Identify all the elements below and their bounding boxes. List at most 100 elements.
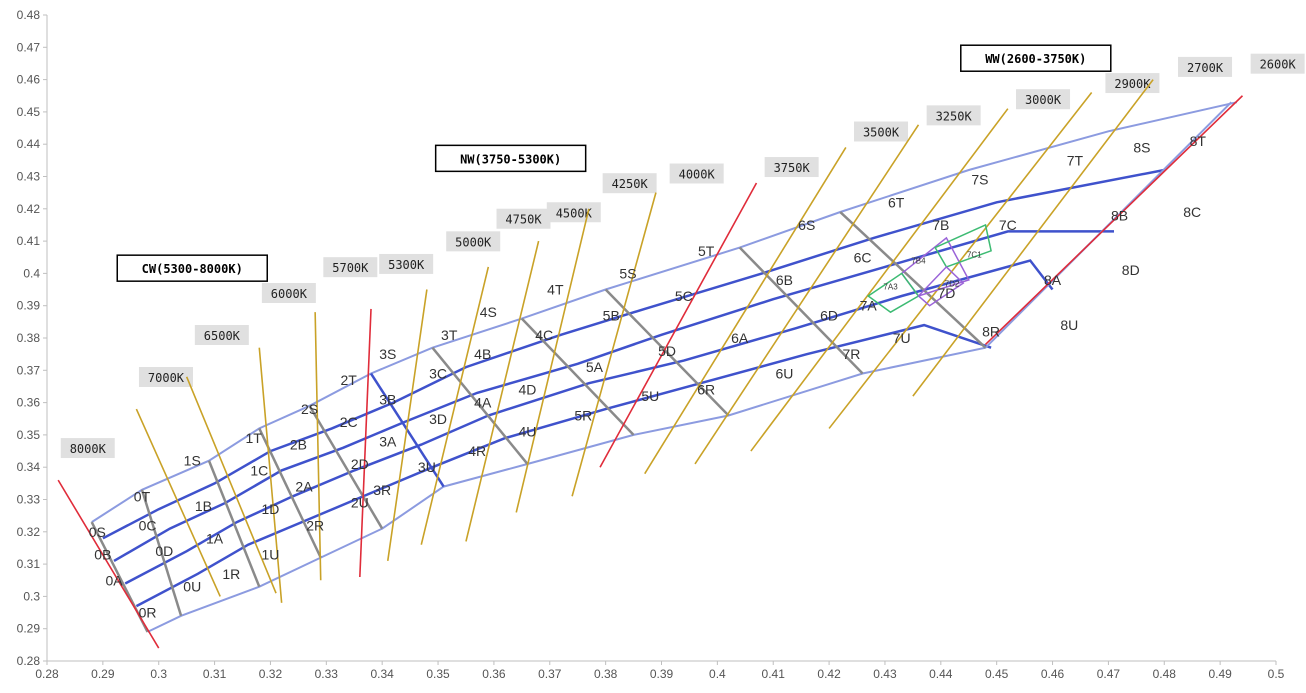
bin-label: 3R	[373, 482, 391, 498]
bin-label: 5R	[574, 408, 592, 424]
x-tick-label: 0.39	[650, 667, 674, 681]
bin-label: 0D	[155, 543, 173, 559]
x-tick-label: 0.46	[1041, 667, 1065, 681]
bin-label: 2B	[290, 437, 307, 453]
bin-label: 1R	[222, 566, 240, 582]
x-tick-label: 0.44	[929, 667, 953, 681]
sub-bin-shape	[917, 265, 965, 307]
bin-label: 7U	[893, 330, 911, 346]
bin-divider	[738, 246, 864, 375]
x-tick-label: 0.37	[538, 667, 562, 681]
bin-label: 4C	[535, 327, 553, 343]
y-tick-label: 0.38	[17, 331, 41, 345]
bin-label: 8R	[982, 324, 1000, 340]
bin-label: 2S	[301, 401, 318, 417]
bin-label: 0B	[94, 546, 111, 562]
bin-label: 6T	[888, 194, 905, 210]
bin-label: 3B	[379, 391, 396, 407]
y-tick-label: 0.47	[17, 40, 41, 54]
bin-label: 6R	[697, 382, 715, 398]
cct-line	[984, 95, 1244, 346]
y-tick-label: 0.43	[17, 170, 41, 184]
cct-label-bg	[379, 253, 434, 274]
cct-label: 2700K	[1187, 61, 1224, 75]
cct-label-bg	[926, 105, 981, 126]
bin-label: 0U	[183, 579, 201, 595]
cct-label: 6000K	[271, 287, 308, 301]
x-tick-label: 0.29	[91, 667, 115, 681]
bin-label: 7D	[937, 285, 955, 301]
y-tick-label: 0.34	[17, 460, 41, 474]
cct-line	[359, 308, 372, 578]
bin-label: 1S	[184, 453, 201, 469]
cct-line	[386, 289, 428, 561]
bin-label: 6A	[731, 330, 749, 346]
cct-label-bg	[194, 325, 249, 345]
bin-label: 7A	[860, 298, 878, 314]
cct-label: 3750K	[774, 161, 811, 175]
x-tick-label: 0.34	[371, 667, 395, 681]
cct-label: 3500K	[863, 126, 900, 140]
cct-label-bg	[669, 163, 724, 184]
bin-divider	[258, 427, 322, 559]
cct-label: 8000K	[70, 442, 107, 456]
bin-label: 4D	[518, 382, 536, 398]
bin-label: 6S	[798, 217, 815, 233]
cct-label: 4250K	[612, 177, 649, 191]
bin-label: 8A	[1044, 272, 1062, 288]
bin-label: 0S	[89, 524, 106, 540]
bin-label: 7T	[1067, 152, 1084, 168]
y-tick-label: 0.46	[17, 73, 41, 87]
x-tick-label: 0.36	[482, 667, 506, 681]
cct-label-bg	[496, 208, 551, 229]
cct-line	[828, 92, 1093, 429]
bin-label: 6D	[820, 307, 838, 323]
group-label: CW(5300-8000K)	[142, 262, 243, 276]
locus-curve-top	[91, 101, 1238, 523]
bin-label: 8U	[1060, 317, 1078, 333]
sub-bin-shape	[934, 223, 992, 268]
y-tick-label: 0.29	[17, 622, 41, 636]
x-tick-label: 0.28	[35, 667, 59, 681]
bin-label: 1U	[262, 546, 280, 562]
group-label-box	[434, 144, 587, 173]
bin-label: 4T	[547, 282, 564, 298]
bin-dividers	[90, 211, 987, 633]
cct-label-bg	[261, 283, 316, 304]
cct-label: 3250K	[936, 109, 973, 123]
group-label-box	[960, 44, 1112, 72]
bin-label: 1T	[246, 430, 263, 446]
cct-line	[57, 479, 160, 649]
group-label-box	[116, 254, 268, 282]
bin-label: 3T	[441, 327, 458, 343]
y-tick-label: 0.3	[23, 589, 40, 603]
bin-label: 8S	[1133, 139, 1150, 155]
y-tick-label: 0.48	[17, 8, 41, 22]
x-tick-label: 0.45	[985, 667, 1009, 681]
bin-label: 6C	[854, 249, 872, 265]
bin-label: 8T	[1190, 133, 1207, 149]
cct-label: 5300K	[388, 258, 425, 272]
bin-label: 7C	[999, 217, 1017, 233]
bin-divider	[839, 211, 987, 349]
bin-label: 8B	[1111, 207, 1128, 223]
y-tick-label: 0.33	[17, 493, 41, 507]
cct-label: 7000K	[148, 371, 185, 385]
bin-label: 1B	[195, 498, 212, 514]
bin-label: 3S	[379, 346, 396, 362]
cct-label: 2600K	[1260, 58, 1297, 72]
cct-label-bg	[323, 257, 378, 278]
bin-label: 3A	[379, 433, 397, 449]
cct-label: 5000K	[455, 235, 492, 249]
x-tick-label: 0.31	[203, 667, 227, 681]
bin-label: 0C	[139, 517, 157, 533]
sub-bin-label: 7B4	[911, 257, 926, 266]
cct-line	[135, 408, 221, 597]
cct-label: 3000K	[1025, 93, 1062, 107]
bin-label: 5B	[603, 307, 620, 323]
bin-label: 6U	[775, 366, 793, 382]
bin-label: 5S	[619, 265, 636, 281]
x-tick-label: 0.33	[315, 667, 339, 681]
cct-line	[599, 182, 758, 468]
cct-line	[912, 79, 1154, 397]
